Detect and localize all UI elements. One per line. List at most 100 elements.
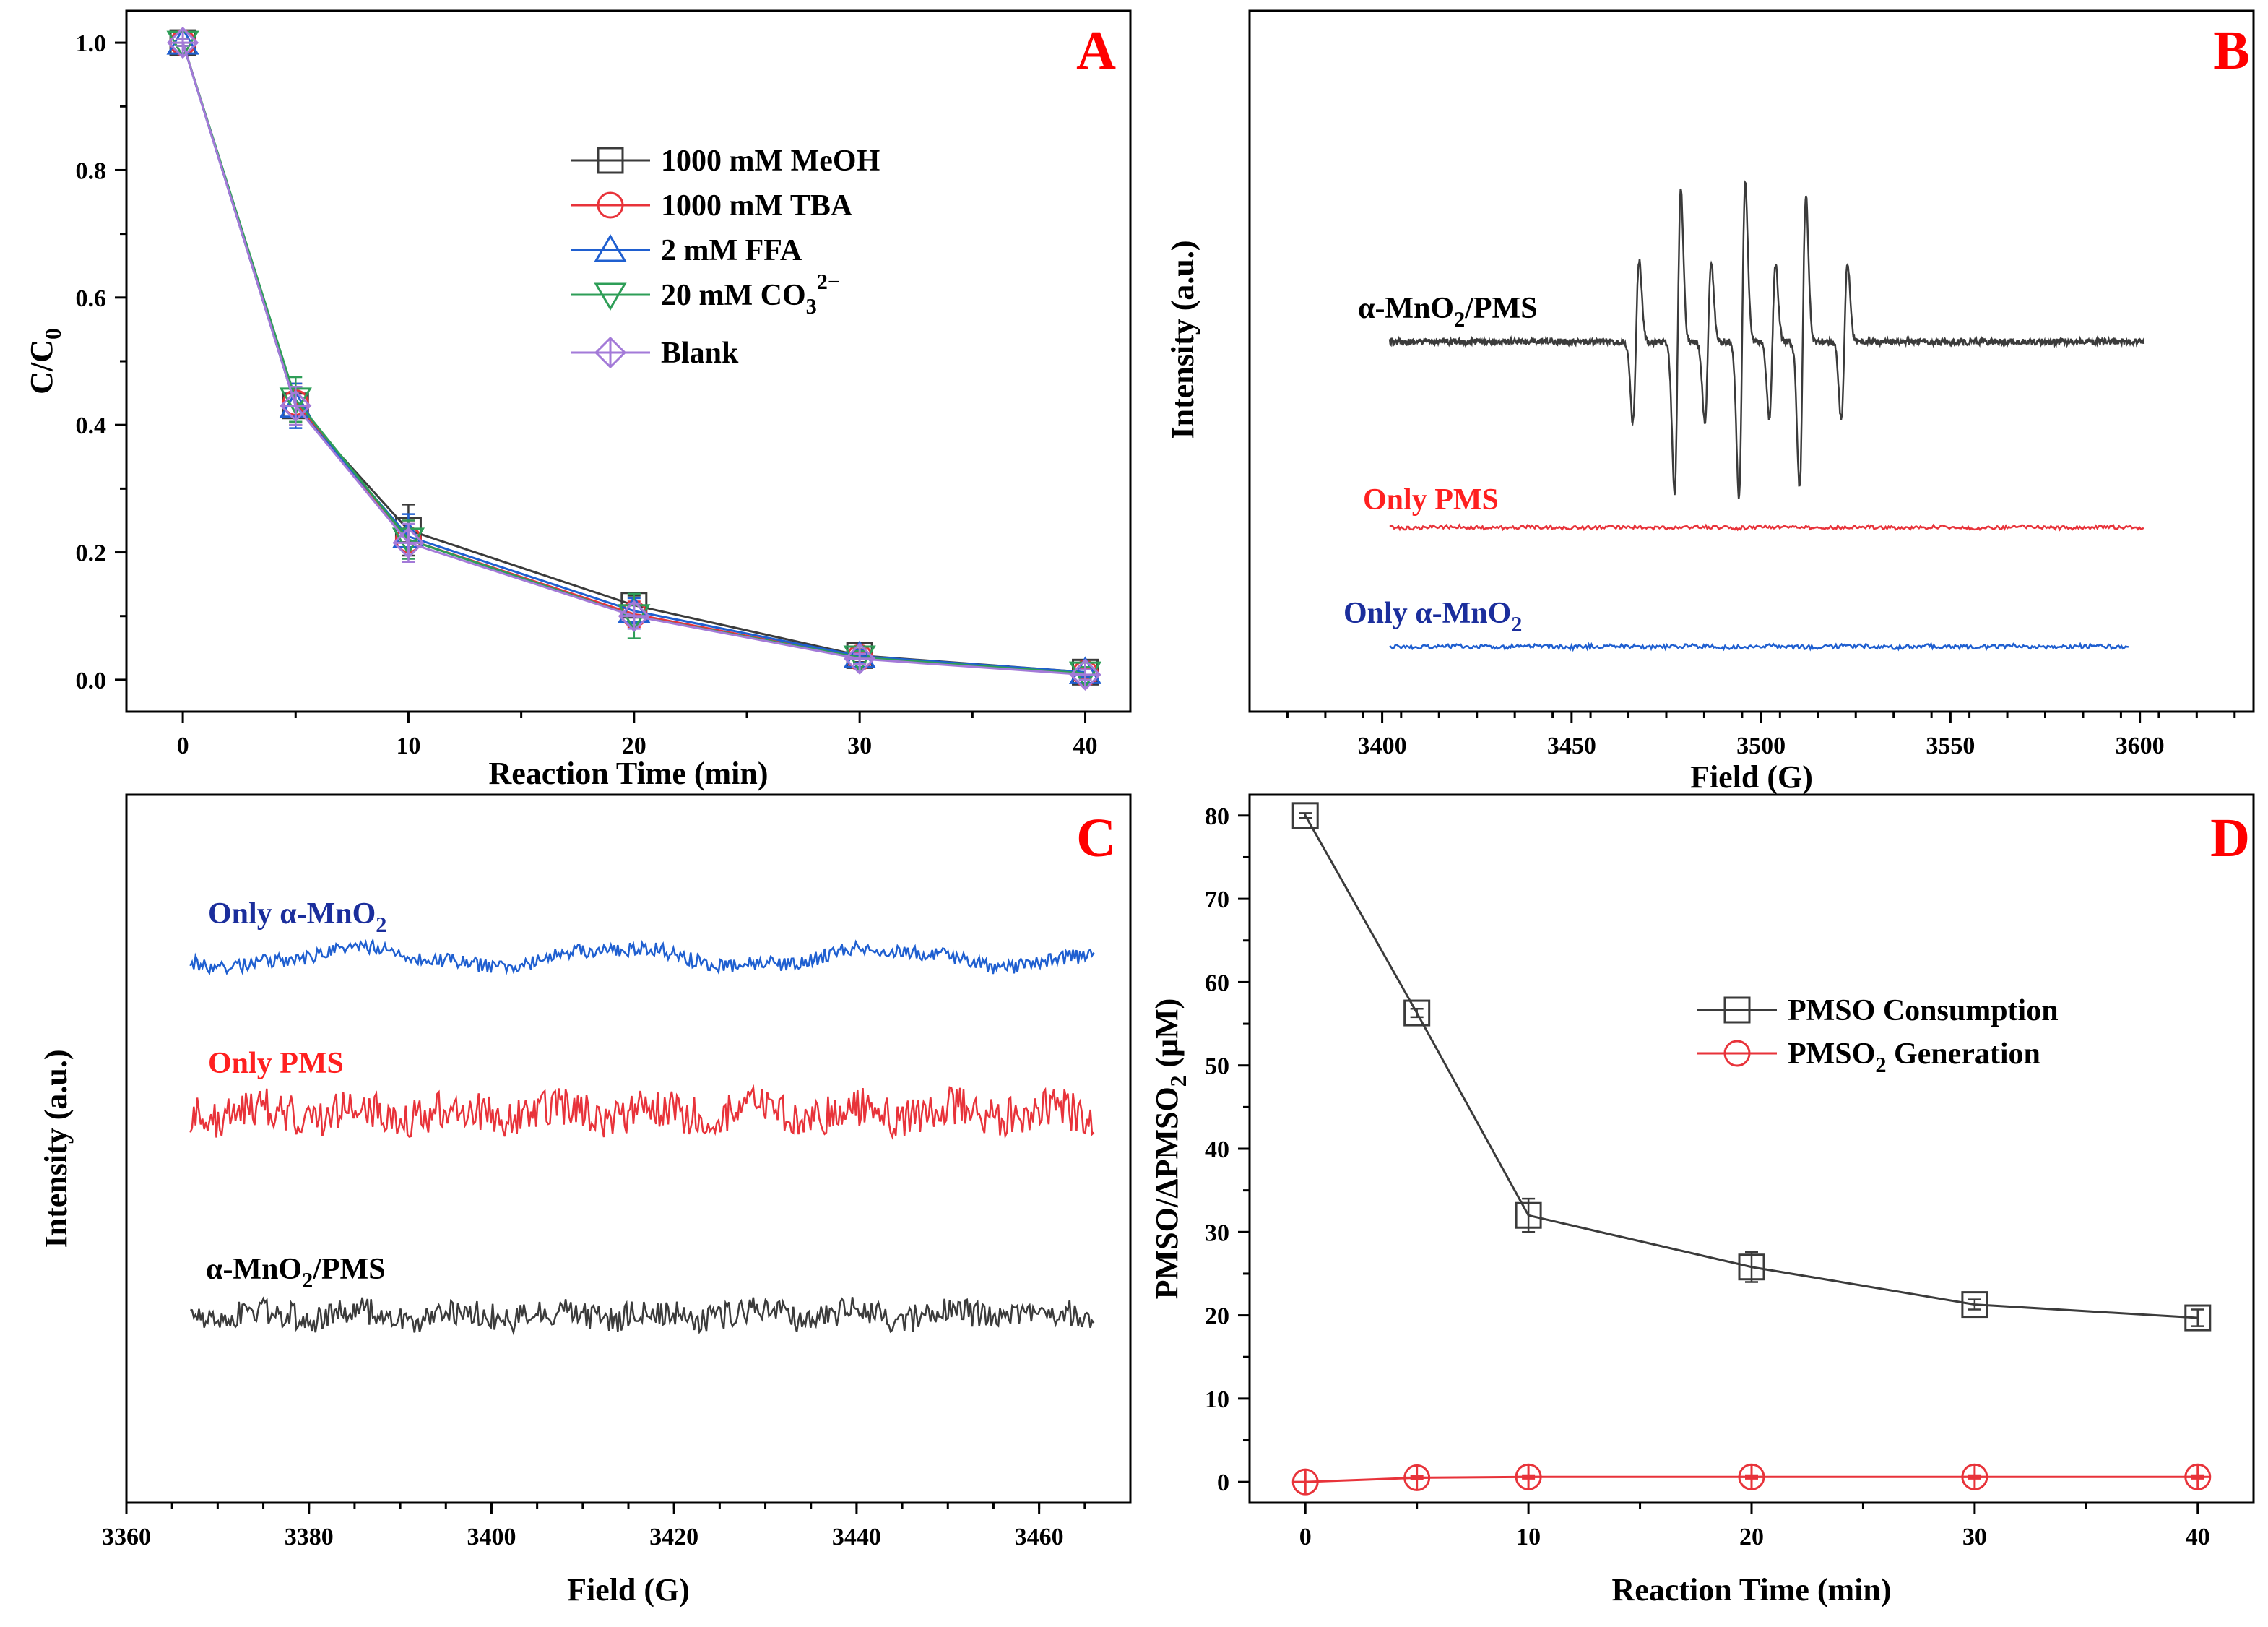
x-tick-label: 0 bbox=[177, 733, 189, 759]
legend-label: 20 mM CO32− bbox=[661, 269, 840, 319]
panel-letter: D bbox=[2210, 808, 2250, 868]
legend-label: 1000 mM TBA bbox=[661, 189, 853, 223]
y-tick-label: 60 bbox=[1205, 970, 1229, 996]
legend-marker bbox=[1723, 996, 1751, 1024]
panel-a: 0 10 20 30 40 0.0 0.2 0.4 0.6 0.8 1.0 A Reaction Tim… bbox=[24, 9, 1132, 791]
data-point bbox=[1738, 1463, 1765, 1490]
x-tick-label: 3500 bbox=[1736, 733, 1786, 759]
legend-label: 2 mM FFA bbox=[661, 234, 802, 267]
series-3 bbox=[166, 30, 1102, 690]
legend-marker bbox=[594, 336, 627, 369]
y-tick-label: 10 bbox=[1205, 1386, 1229, 1413]
x-tick-label: 0 bbox=[1299, 1524, 1312, 1550]
x-tick-label: 3360 bbox=[102, 1524, 151, 1550]
legend-label: PMSO2 Generation bbox=[1788, 1037, 2040, 1077]
y-tick-label: 0.6 bbox=[76, 285, 107, 312]
data-point bbox=[1403, 1464, 1431, 1491]
series-1 bbox=[169, 29, 1099, 687]
x-tick-label: 40 bbox=[2186, 1524, 2210, 1550]
x-axis-title: Reaction Time (min) bbox=[1612, 1572, 1892, 1607]
legend-label: PMSO Consumption bbox=[1788, 994, 2059, 1027]
y-tick-label: 0 bbox=[1217, 1470, 1229, 1496]
legend-marker bbox=[594, 282, 627, 311]
x-tick-label: 3420 bbox=[649, 1524, 698, 1550]
x-tick-label: 3440 bbox=[832, 1524, 881, 1550]
series-line bbox=[181, 42, 1086, 676]
legend-marker bbox=[594, 234, 627, 262]
series-1 bbox=[1291, 1463, 2212, 1496]
panel-letter: B bbox=[2213, 20, 2250, 81]
plot-frame bbox=[1248, 9, 2255, 713]
trace-only-pms bbox=[189, 1084, 1095, 1140]
data-point bbox=[1738, 1253, 1765, 1281]
data-point bbox=[1291, 802, 1319, 829]
legend-label: 1000 mM MeOH bbox=[661, 144, 880, 178]
legend: PMSO Consumption PMSO2 Generation bbox=[1697, 994, 2059, 1077]
error-bar bbox=[1745, 1251, 1758, 1283]
x-axis-title: Field (G) bbox=[567, 1572, 690, 1607]
data-point bbox=[1069, 658, 1101, 691]
y-tick-label: 20 bbox=[1205, 1303, 1229, 1330]
data-point bbox=[618, 600, 650, 632]
legend-marker bbox=[597, 191, 624, 219]
y-axis-title: PMSO/ΔPMSO2 (μM) bbox=[1149, 998, 1191, 1300]
data-point bbox=[2184, 1463, 2212, 1490]
label-only-mno2: Only α-MnO2 bbox=[208, 897, 386, 937]
data-point bbox=[844, 642, 876, 675]
panel-letter: A bbox=[1076, 20, 1116, 81]
trace-only-mno2 bbox=[189, 938, 1095, 976]
legend-marker bbox=[1723, 1040, 1751, 1067]
y-tick-label: 0.2 bbox=[76, 540, 107, 567]
data-point bbox=[1515, 1201, 1542, 1229]
error-bar bbox=[1968, 1298, 1981, 1311]
series-line bbox=[181, 42, 1086, 675]
y-tick-label: 0.8 bbox=[76, 157, 107, 184]
y-axis-title: Intensity (a.u.) bbox=[38, 1049, 74, 1248]
y-axis-title: Intensity (a.u.) bbox=[1165, 240, 1200, 439]
legend-marker bbox=[597, 147, 624, 174]
panel-d: 0 10 20 30 40 0 10 20 30 40 50 60 70 80 D Reaction Time… bbox=[1149, 793, 2255, 1607]
series-line bbox=[1305, 1475, 2198, 1483]
series-line bbox=[181, 42, 1086, 673]
x-tick-label: 3400 bbox=[467, 1524, 516, 1550]
legend-label: Blank bbox=[661, 337, 739, 370]
x-tick-label: 3550 bbox=[1926, 733, 1975, 759]
data-point bbox=[1961, 1463, 1988, 1490]
x-tick-label: 40 bbox=[1073, 733, 1098, 759]
x-tick-label: 3400 bbox=[1358, 733, 1407, 759]
error-bar bbox=[2191, 1308, 2204, 1327]
x-tick-label: 10 bbox=[1516, 1524, 1541, 1550]
y-axis-title-group: C/C0 bbox=[24, 328, 66, 394]
series-0 bbox=[169, 29, 1099, 686]
error-bar bbox=[1522, 1197, 1536, 1233]
series-4 bbox=[166, 26, 1101, 691]
trace-mno2-pms bbox=[190, 1296, 1095, 1337]
series-2 bbox=[166, 27, 1102, 684]
data-point bbox=[166, 26, 199, 59]
error-bar bbox=[1299, 812, 1312, 819]
label-only-pms: Only PMS bbox=[208, 1047, 344, 1080]
data-point bbox=[2184, 1304, 2212, 1332]
data-point bbox=[1515, 1463, 1542, 1490]
x-axis-title: Reaction Time (min) bbox=[489, 756, 769, 791]
label-mno2-pms: α-MnO2/PMS bbox=[206, 1253, 386, 1292]
panel-c: 3360 3380 3400 3420 3440 3460 C Field (G) Intens… bbox=[38, 793, 1132, 1607]
y-tick-label: 0.4 bbox=[76, 413, 107, 439]
x-tick-label: 3460 bbox=[1015, 1524, 1064, 1550]
x-tick-label: 3450 bbox=[1547, 733, 1596, 759]
x-tick-label: 3600 bbox=[2116, 733, 2165, 759]
x-tick-label: 3380 bbox=[285, 1524, 334, 1550]
series-line bbox=[181, 42, 1086, 673]
x-tick-label: 10 bbox=[396, 733, 420, 759]
x-tick-label: 20 bbox=[1739, 1524, 1764, 1550]
data-point bbox=[1403, 999, 1431, 1027]
y-axis-title-group: PMSO/ΔPMSO2 (μM) bbox=[1149, 998, 1191, 1300]
y-tick-label: 70 bbox=[1205, 886, 1229, 913]
y-tick-label: 40 bbox=[1205, 1136, 1229, 1163]
plot-frame bbox=[1248, 793, 2255, 1504]
trace-only-mno2 bbox=[1389, 642, 2129, 652]
y-tick-label: 0.0 bbox=[76, 668, 107, 694]
series-line bbox=[181, 42, 1086, 675]
